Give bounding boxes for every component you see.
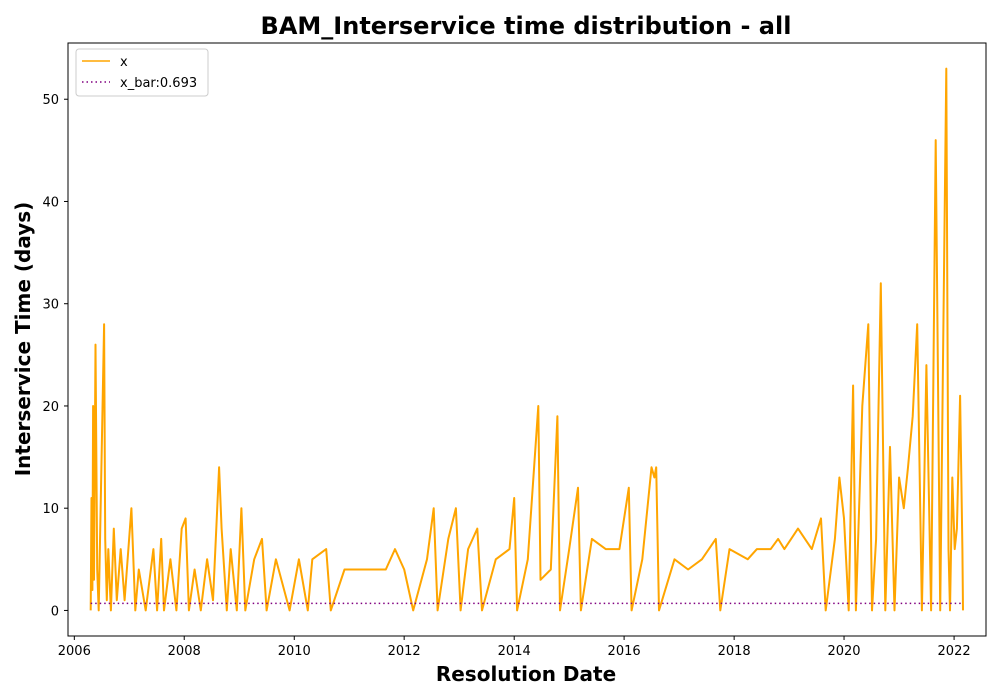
- x-axis-ticks: 2006 2008 2010 2012 2014 2016 2018 2020 2022: [58, 636, 971, 659]
- series-line-x: [89, 67, 964, 612]
- x-tick-label: 2022: [938, 644, 971, 659]
- y-tick-label: 10: [42, 502, 59, 517]
- x-tick-label: 2010: [278, 644, 311, 659]
- y-axis-label: Interservice Time (days): [11, 202, 35, 477]
- legend: x x_bar:0.693: [75, 48, 209, 97]
- y-tick-label: 50: [42, 93, 59, 108]
- x-tick-label: 2014: [498, 644, 531, 659]
- y-tick-label: 30: [42, 298, 59, 313]
- x-tick-label: 2016: [608, 644, 641, 659]
- x-axis-label: Resolution Date: [436, 662, 616, 686]
- y-axis-ticks: 0 10 20 30 40 50: [42, 93, 68, 619]
- plot-area: [89, 67, 964, 612]
- x-tick-label: 2006: [58, 644, 91, 659]
- x-tick-label: 2018: [718, 644, 751, 659]
- legend-label-x-bar: x_bar:0.693: [120, 76, 197, 91]
- y-tick-label: 20: [42, 400, 59, 415]
- x-tick-label: 2008: [168, 644, 201, 659]
- y-tick-label: 40: [42, 195, 59, 210]
- legend-label-x: x: [120, 55, 128, 70]
- y-tick-label: 0: [51, 604, 59, 619]
- x-tick-label: 2012: [388, 644, 421, 659]
- chart-title: BAM_Interservice time distribution - all: [261, 12, 792, 40]
- x-tick-label: 2020: [827, 644, 860, 659]
- axes-frame: [67, 42, 987, 637]
